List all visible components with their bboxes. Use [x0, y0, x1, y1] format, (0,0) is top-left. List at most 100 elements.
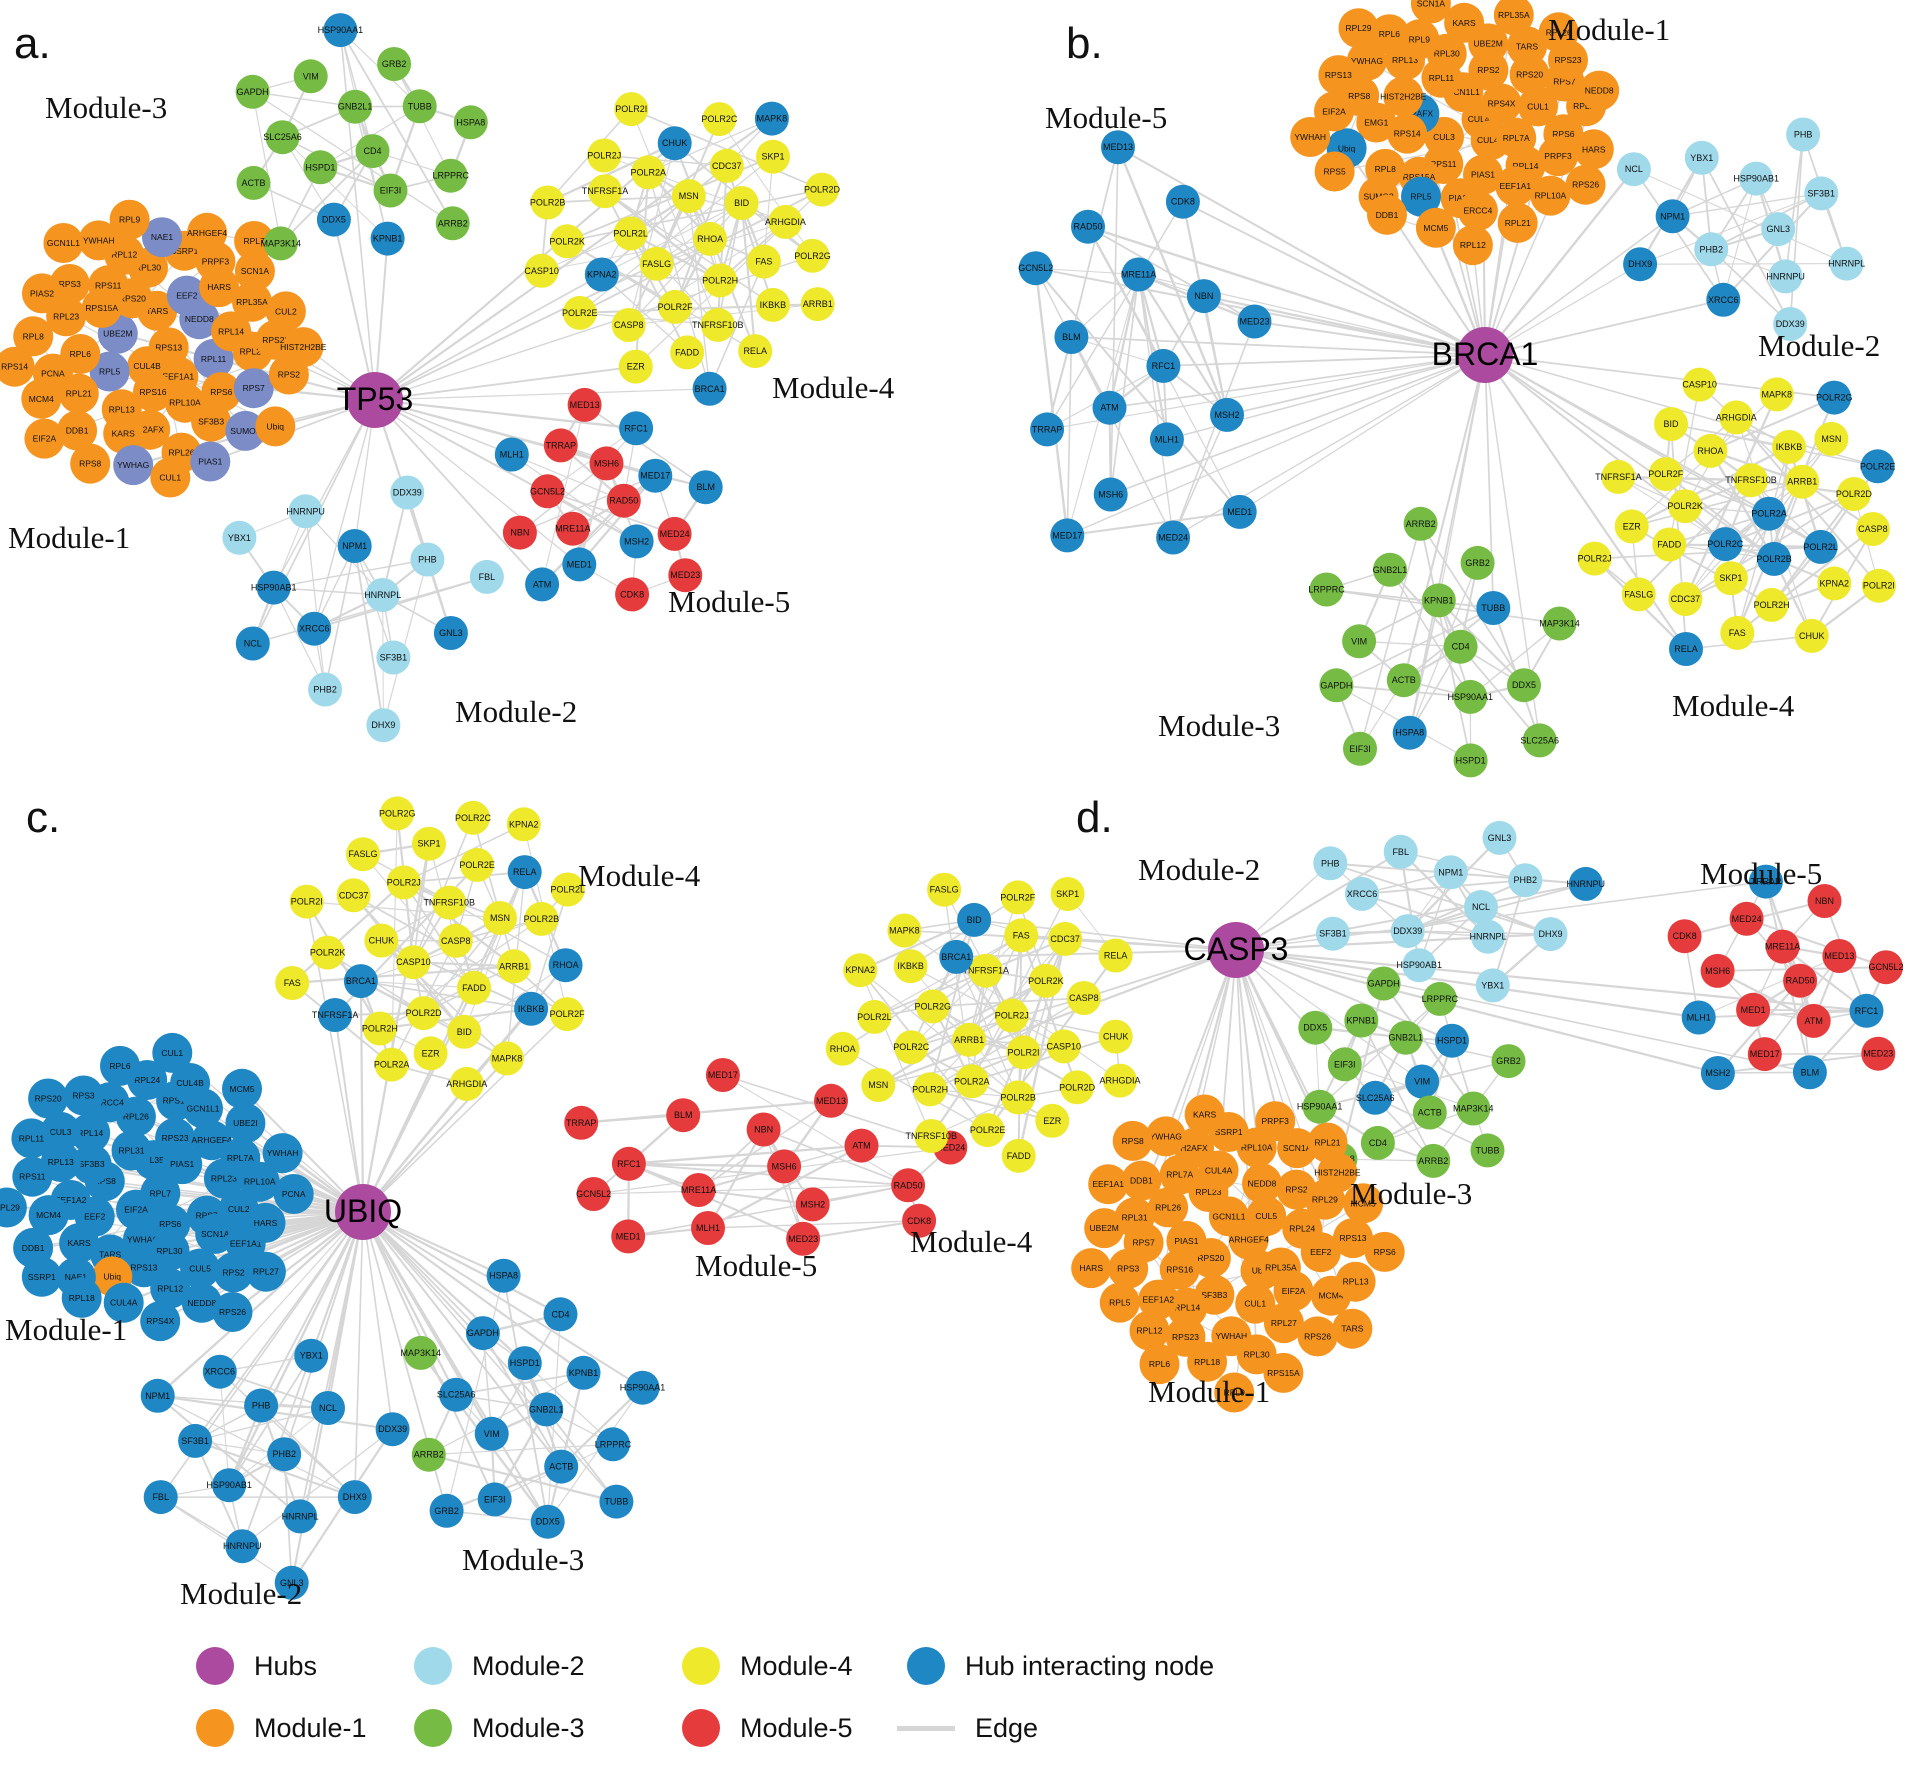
node-POLR2A — [631, 155, 666, 190]
node-GNL3 — [1761, 212, 1796, 247]
node-label-HARS: HARS — [207, 282, 231, 292]
node-POLR2L — [613, 216, 648, 251]
node-DHX9 — [1533, 917, 1568, 952]
node-label-MED13: MED13 — [1103, 142, 1133, 152]
node-MED23 — [1237, 304, 1272, 339]
node-DDX5 — [1298, 1010, 1333, 1045]
node-SCN1A — [1410, 0, 1451, 24]
node-MSH6 — [589, 446, 624, 481]
node-label-ARRB1: ARRB1 — [803, 299, 833, 309]
node-FADD — [670, 335, 705, 370]
node-label-RPS16: RPS16 — [1166, 1264, 1193, 1274]
node-label-CUL1: CUL1 — [1244, 1299, 1266, 1309]
node-label-TUBB: TUBB — [604, 1497, 628, 1507]
node-LRPPRC — [596, 1427, 630, 1462]
node-label-POLR2A: POLR2A — [1751, 509, 1787, 519]
node-label-MSN: MSN — [868, 1080, 888, 1090]
node-label-RPS7: RPS7 — [1132, 1238, 1154, 1248]
node-label-POLR2D: POLR2D — [406, 1008, 443, 1018]
module-label-module-1: Module-1 — [1548, 12, 1670, 47]
node-POLR2I — [289, 884, 324, 919]
node-MSH2 — [619, 524, 654, 559]
node-label-SLC25A6: SLC25A6 — [1356, 1093, 1395, 1103]
node-label-MED24: MED24 — [935, 1143, 965, 1153]
node-label-ARHGEF4: ARHGEF4 — [1229, 1235, 1269, 1245]
node-GNL3 — [274, 1565, 309, 1600]
node-IKBKB — [755, 287, 790, 322]
node-label-MCM4: MCM4 — [36, 1210, 61, 1220]
node-label-POLR2A: POLR2A — [374, 1060, 410, 1070]
node-label-MCM5: MCM5 — [229, 1084, 254, 1094]
edge — [1701, 157, 1791, 325]
node-ARRB1 — [952, 1022, 987, 1057]
edge — [1491, 879, 1527, 986]
edge — [354, 1211, 364, 1498]
node-label-Ubiq: Ubiq — [1338, 143, 1356, 153]
node-RPL27 — [245, 1251, 286, 1292]
edge — [530, 889, 569, 1010]
node-CD4 — [543, 1297, 578, 1332]
node-label-FADD: FADD — [1657, 540, 1682, 550]
node-LRPPRC — [1309, 572, 1344, 607]
node-label-CD4: CD4 — [1369, 1138, 1387, 1148]
node-PHB2 — [267, 1437, 302, 1472]
node-label-DDB1: DDB1 — [22, 1243, 45, 1253]
node-label-RPL31: RPL31 — [1122, 1212, 1148, 1222]
legend-item-hubs: Hubs — [196, 1646, 317, 1686]
node-POLR2K — [1668, 489, 1703, 524]
node-label-RELA: RELA — [1104, 951, 1128, 961]
node-POLR2J — [1577, 541, 1612, 576]
node-GCN5L2 — [1869, 950, 1903, 985]
node-label-ACTB: ACTB — [1392, 675, 1416, 685]
node-CDC37 — [709, 148, 744, 183]
node-HSP90AA1 — [625, 1370, 660, 1405]
edge — [541, 238, 711, 272]
edge — [260, 1211, 364, 1406]
node-ARRB2 — [1416, 1143, 1451, 1178]
node-BID — [447, 1014, 482, 1049]
node-label-MED23: MED23 — [1863, 1049, 1893, 1059]
node-label-RPL23: RPL23 — [1196, 1187, 1222, 1197]
node-PRPF3 — [1538, 136, 1578, 177]
node-PHB — [244, 1388, 279, 1423]
edge — [1137, 273, 1228, 416]
node-label-RPS8: RPS8 — [1122, 1136, 1144, 1146]
node-label-HSPD1: HSPD1 — [1456, 755, 1486, 765]
node-label-SUMO3: SUMO3 — [1363, 191, 1394, 201]
node-POLR2B — [1757, 541, 1791, 576]
node-label-NEDD8: NEDD8 — [1248, 1179, 1277, 1189]
node-label-FAS: FAS — [1729, 628, 1746, 638]
node-label-CHUK: CHUK — [662, 138, 688, 148]
node-label-Ubiq: Ubiq — [1252, 1266, 1270, 1276]
edge — [374, 399, 543, 586]
node-KPNA2 — [506, 807, 541, 842]
node-label-MED17: MED17 — [708, 1070, 738, 1080]
node-label-MSN: MSN — [679, 191, 699, 201]
edge — [362, 1211, 562, 1468]
node-label-RPL24: RPL24 — [1289, 1224, 1315, 1234]
node-MED1 — [1222, 494, 1257, 529]
node-label-RPL26: RPL26 — [1155, 1202, 1181, 1212]
node-POLR2H — [1754, 587, 1789, 622]
node-label-RELA: RELA — [513, 867, 537, 877]
node-label-RPS23: RPS23 — [1555, 55, 1582, 65]
node-label-FAS: FAS — [755, 257, 772, 267]
node-POLR2E — [562, 295, 597, 330]
node-MED17 — [1050, 518, 1085, 553]
node-HSPA8 — [453, 105, 488, 140]
edge — [332, 219, 376, 401]
edge — [280, 150, 374, 245]
node-VIM — [1342, 624, 1377, 659]
node-MED17 — [705, 1058, 740, 1092]
edge — [1067, 354, 1486, 537]
edge — [1017, 938, 1066, 1098]
node-label-RPL31: RPL31 — [119, 1146, 145, 1156]
node-label-CUL2: CUL2 — [275, 306, 297, 316]
edge — [1484, 263, 1641, 356]
node-label-ARRB1: ARRB1 — [1787, 477, 1817, 487]
node-label-RPS3: RPS3 — [1117, 1264, 1139, 1274]
node-label-H2AFX: H2AFX — [1180, 1143, 1208, 1153]
node-RAD50 — [891, 1168, 926, 1203]
edge — [1254, 320, 1486, 356]
